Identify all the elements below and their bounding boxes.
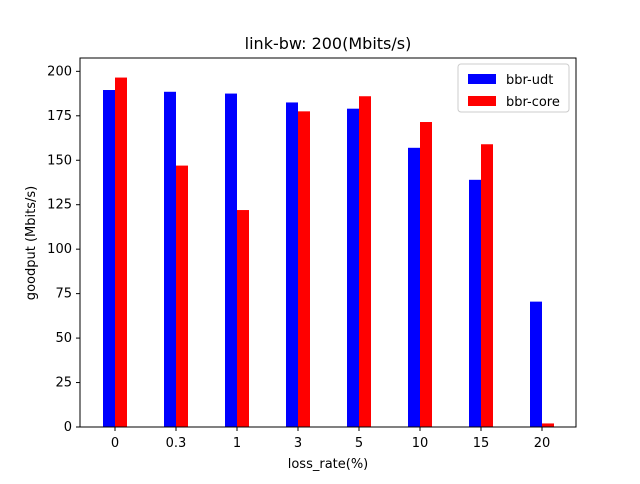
x-tick-label: 0.3: [166, 436, 187, 451]
bar-bbr-core-5: [359, 96, 371, 427]
x-axis-label: loss_rate(%): [288, 457, 369, 472]
axes-layer: 0 25 50 75 100 125 150 175 200 0 0.3 1 3 5 10 15 20: [47, 57, 577, 451]
x-tick-label: 15: [473, 436, 490, 451]
y-tick-label: 25: [55, 376, 72, 391]
bar-bbr-core-20: [542, 423, 554, 427]
bar-bbr-core-3: [298, 111, 310, 427]
plot-frame: [79, 57, 577, 428]
bar-bbr-core-15: [481, 144, 493, 427]
bar-bbr-udt-5: [347, 108, 359, 427]
legend-label-bbr-udt: bbr-udt: [506, 73, 553, 88]
y-tick-label: 50: [55, 331, 72, 346]
y-tick-label: 100: [47, 242, 72, 257]
x-tick-label: 1: [233, 436, 241, 451]
bar-bbr-core-0: [115, 77, 127, 427]
y-tick-label: 200: [47, 64, 72, 79]
bar-bbr-core-10: [420, 122, 432, 427]
bar-bbr-udt-15: [469, 179, 481, 427]
bar-bbr-udt-0.3: [164, 91, 176, 427]
legend-swatch-bbr-udt: [468, 74, 496, 84]
legend-swatch-bbr-core: [468, 96, 496, 106]
bar-bbr-udt-0: [103, 90, 115, 427]
y-tick-label: 75: [55, 287, 72, 302]
y-tick-label: 125: [47, 198, 72, 213]
x-tick-label: 3: [294, 436, 302, 451]
y-tick-label: 0: [64, 420, 72, 435]
x-tick-label: 5: [355, 436, 363, 451]
bar-bbr-udt-1: [225, 93, 237, 428]
x-tick-label: 20: [534, 436, 551, 451]
x-tick-label: 0: [111, 436, 119, 451]
y-tick-label: 175: [47, 109, 72, 124]
x-tick-label: 10: [412, 436, 429, 451]
y-tick-label: 150: [47, 153, 72, 168]
y-axis-label: goodput (Mbits/s): [24, 186, 39, 300]
bar-bbr-core-0.3: [176, 165, 188, 427]
bar-bbr-core-1: [237, 210, 249, 427]
chart-title: link-bw: 200(Mbits/s): [245, 34, 412, 53]
bar-bbr-udt-20: [530, 301, 542, 427]
bar-bbr-udt-10: [408, 147, 420, 428]
bars-layer: [103, 77, 554, 428]
bar-bbr-udt-3: [286, 102, 298, 428]
legend: bbr-udt bbr-core: [457, 63, 570, 113]
legend-label-bbr-core: bbr-core: [506, 95, 560, 110]
